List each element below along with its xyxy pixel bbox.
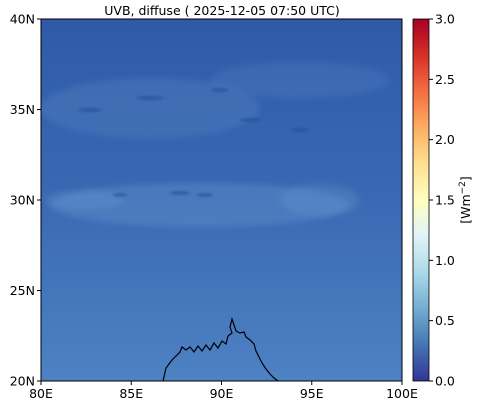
dark-cloud-patch — [197, 193, 213, 197]
y-axis: 20N 25N 30N 35N 40N — [10, 12, 41, 389]
y-tick-label: 35N — [10, 102, 35, 117]
colorbar-label: [Wm−2] — [458, 176, 473, 224]
plot-title: UVB, diffuse ( 2025-12-05 07:50 UTC) — [104, 3, 339, 18]
x-tick-label: 95E — [300, 386, 324, 401]
x-tick-label: 100E — [386, 386, 418, 401]
colorbar-gradient — [413, 19, 429, 381]
y-tick-label: 40N — [10, 12, 35, 27]
cloud-texture — [41, 62, 390, 227]
colorbar-tick-label: 2.5 — [435, 72, 455, 87]
x-axis: 80E 85E 90E 95E 100E — [29, 381, 418, 401]
colorbar-tick-label: 1.0 — [435, 253, 455, 268]
cloud-band — [280, 184, 360, 216]
cloud-band — [210, 62, 390, 98]
dark-cloud-patch — [78, 108, 102, 112]
cloud-band — [45, 190, 125, 210]
dark-cloud-patch — [292, 128, 308, 132]
colorbar-tick-label: 3.0 — [435, 12, 455, 27]
y-tick-label: 25N — [10, 283, 35, 298]
dark-cloud-patch — [211, 88, 229, 92]
dark-cloud-patch — [136, 96, 164, 100]
colorbar-tick-label: 1.5 — [435, 193, 455, 208]
cloud-band — [41, 78, 260, 138]
colorbar: 0.0 0.5 1.0 1.5 2.0 2.5 3.0 [Wm−2] — [412, 12, 473, 389]
colorbar-tick-label: 0.5 — [435, 313, 455, 328]
y-tick-label: 30N — [10, 193, 35, 208]
coastline — [162, 316, 279, 381]
x-tick-label: 80E — [29, 386, 53, 401]
x-tick-label: 85E — [119, 386, 143, 401]
colorbar-ticks: 0.0 0.5 1.0 1.5 2.0 2.5 3.0 — [429, 12, 455, 389]
y-tick-label: 20N — [10, 374, 35, 389]
dark-cloud-patch — [170, 191, 190, 195]
x-tick-label: 90E — [210, 386, 234, 401]
colorbar-tick-label: 2.0 — [435, 132, 455, 147]
colorbar-tick-label: 0.0 — [435, 374, 455, 389]
dark-cloud-patch — [113, 193, 127, 197]
dark-cloud-patch — [240, 118, 260, 122]
map-panel: 80E 85E 90E 95E 100E 20N 25N 30N 35N 40N — [10, 12, 418, 402]
